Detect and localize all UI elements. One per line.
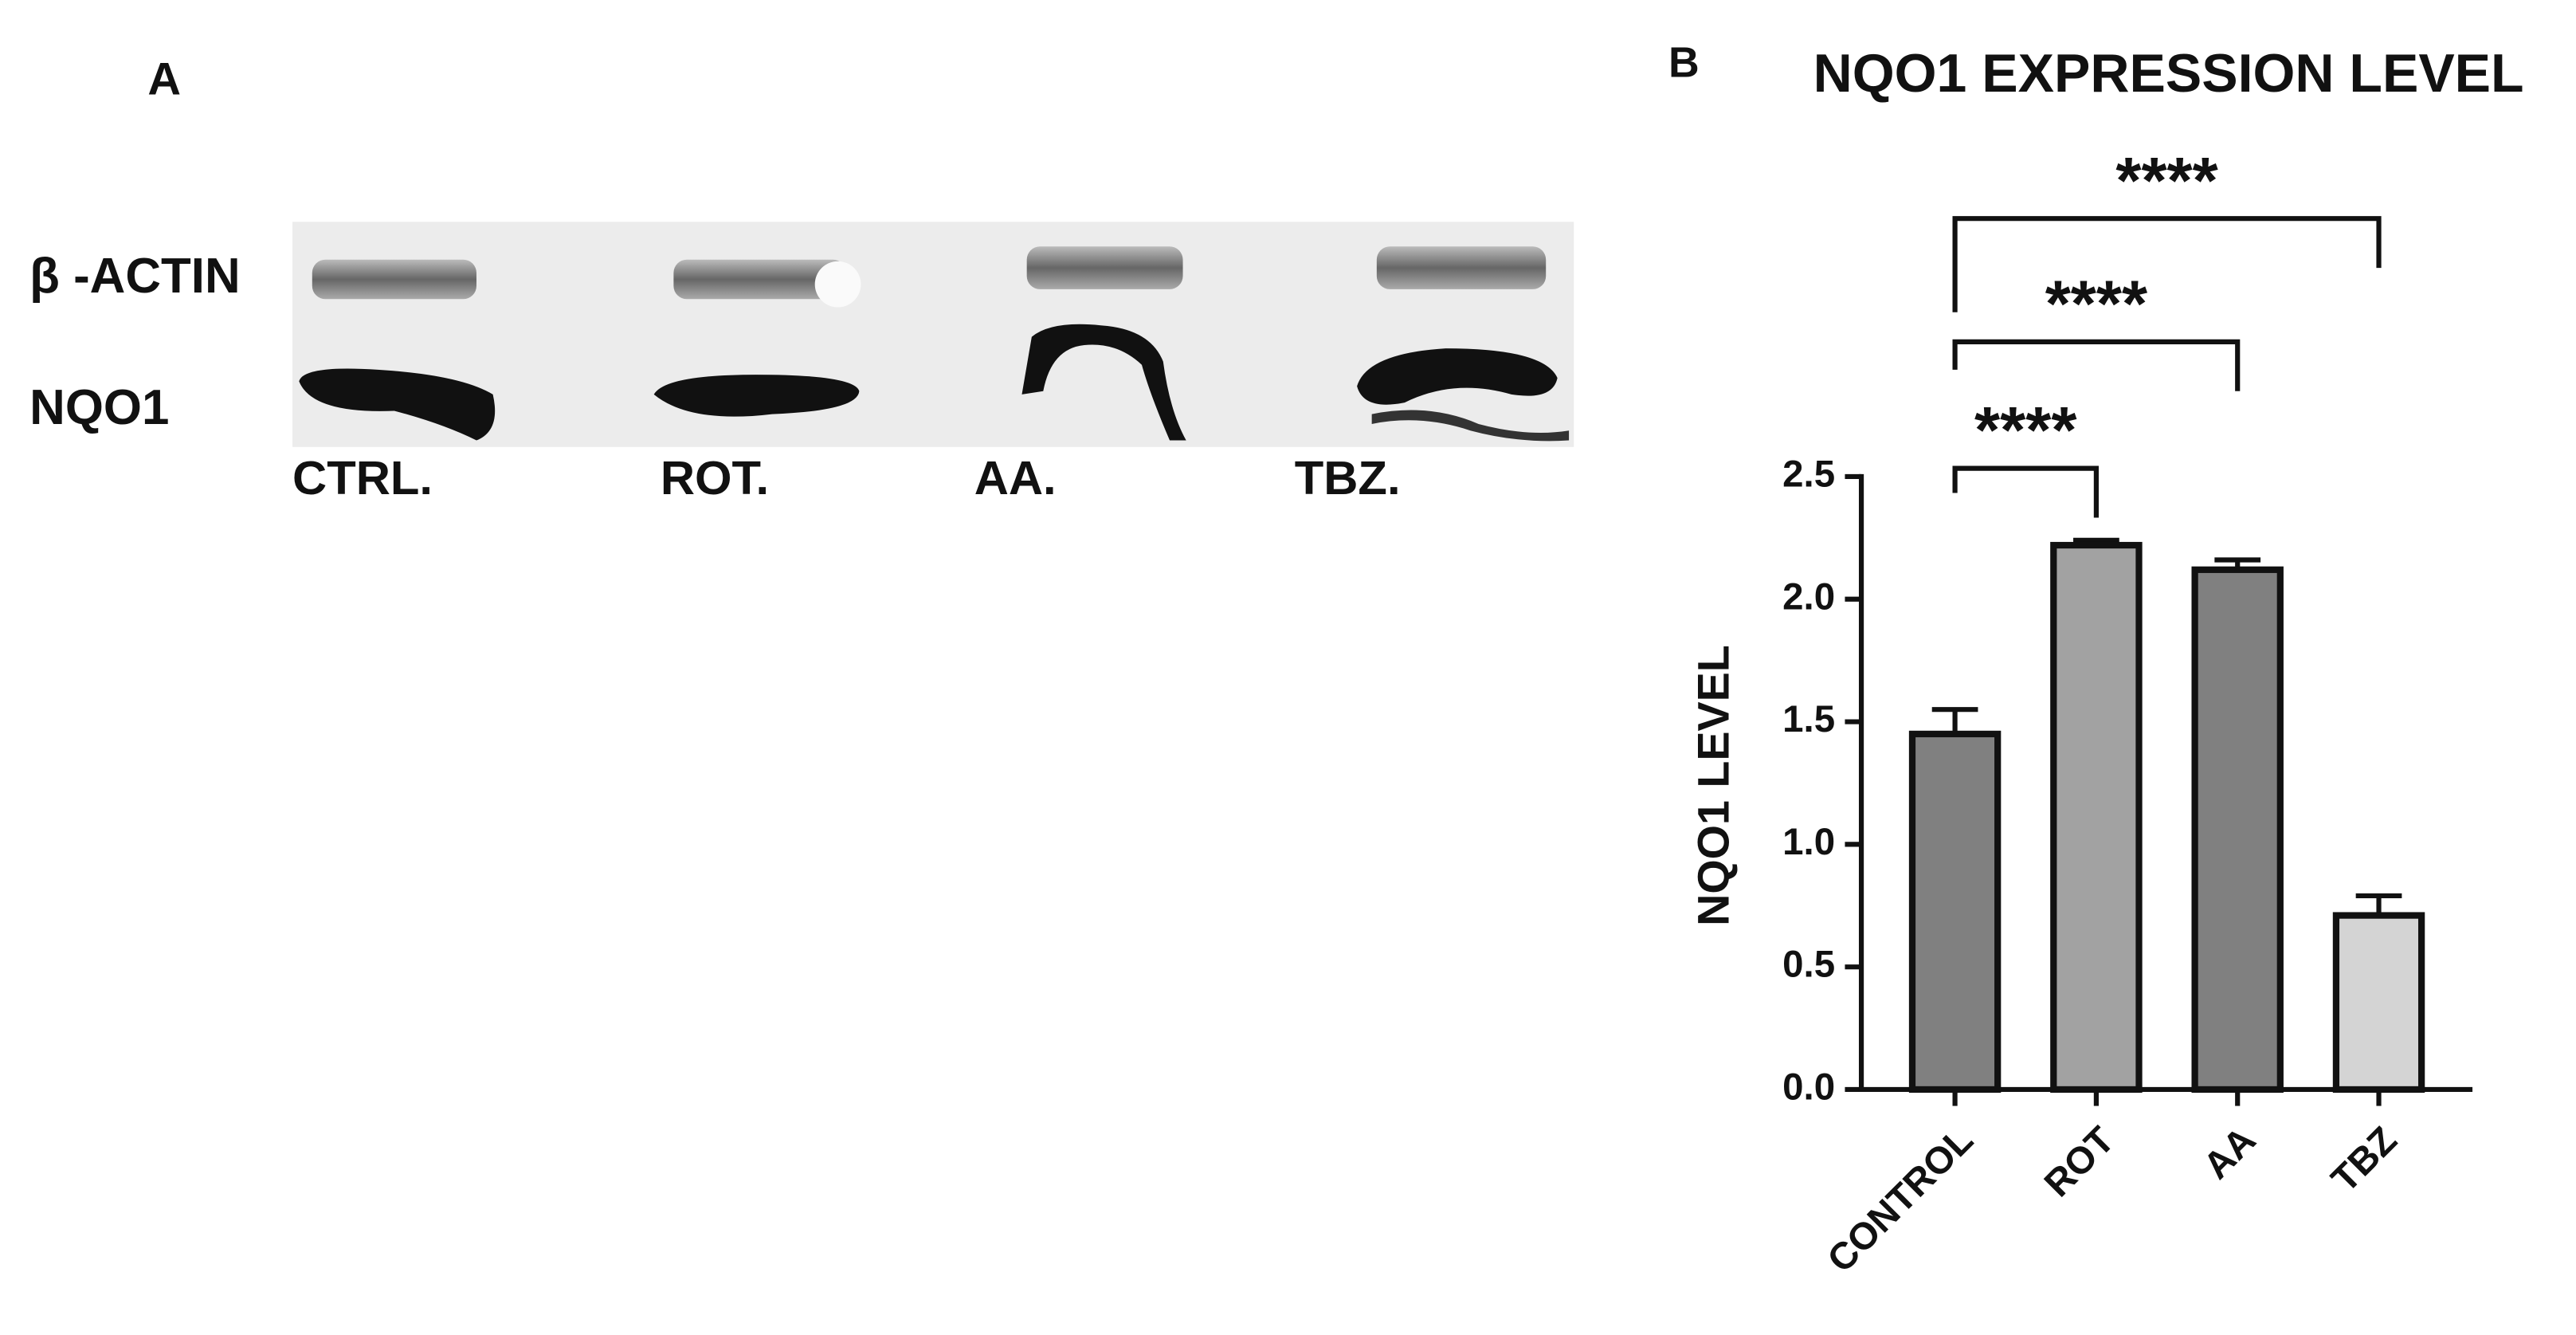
- chart-title: NQO1 EXPRESSION LEVEL: [1813, 43, 2524, 104]
- lane-label: TBZ.: [1295, 451, 1401, 505]
- x-tick-label: AA: [2195, 1119, 2264, 1188]
- y-axis-label: NQO1 LEVEL: [1688, 645, 1738, 926]
- y-tick-label: 2.5: [1782, 453, 1835, 495]
- significance-bracket: [1952, 216, 2382, 312]
- y-tick-label: 2.0: [1782, 575, 1835, 618]
- panel-label: B: [1668, 39, 1700, 87]
- significance-bracket: [1952, 339, 2241, 391]
- y-tick-label: 0.5: [1782, 944, 1835, 986]
- row-label: β -ACTIN: [29, 249, 240, 304]
- row-label: NQO1: [29, 380, 169, 435]
- x-tick-label: TBZ: [2323, 1119, 2405, 1201]
- y-tick-label: 1.0: [1782, 821, 1835, 863]
- significance-label: ****: [1974, 394, 2077, 467]
- y-tick-label: 0.0: [1782, 1066, 1835, 1108]
- x-tick-label: ROT: [2037, 1119, 2123, 1205]
- lane-label: CTRL.: [292, 451, 433, 505]
- bar: [2332, 912, 2425, 1094]
- significance-label: ****: [2045, 267, 2148, 340]
- significance-bracket: [1952, 465, 2099, 518]
- bar: [2050, 541, 2143, 1094]
- lane-label: AA.: [974, 451, 1057, 505]
- y-tick-label: 1.5: [1782, 698, 1835, 740]
- bar: [2191, 566, 2284, 1094]
- lane-label: ROT.: [661, 451, 769, 505]
- western-blot: [292, 222, 1574, 447]
- significance-label: ****: [2115, 144, 2218, 218]
- x-tick-label: CONTROL: [1820, 1119, 1982, 1281]
- panel-label: A: [147, 53, 181, 104]
- bar: [1908, 730, 2002, 1094]
